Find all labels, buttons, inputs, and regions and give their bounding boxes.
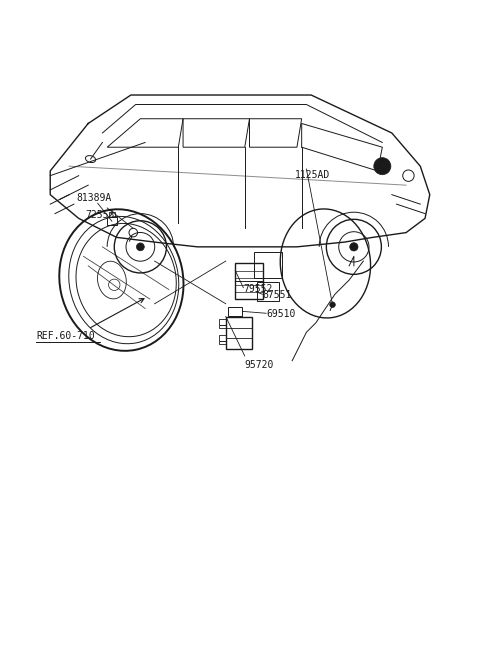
Circle shape bbox=[374, 158, 391, 175]
Text: 72553: 72553 bbox=[86, 210, 115, 220]
Circle shape bbox=[136, 243, 144, 251]
Text: REF.60-710: REF.60-710 bbox=[36, 331, 95, 341]
Circle shape bbox=[350, 243, 358, 251]
Text: 87551: 87551 bbox=[262, 290, 292, 300]
Text: 69510: 69510 bbox=[266, 309, 296, 319]
Text: 1125AD: 1125AD bbox=[295, 170, 330, 180]
Text: 95720: 95720 bbox=[245, 360, 274, 370]
Circle shape bbox=[330, 302, 336, 308]
Text: 81389A: 81389A bbox=[76, 193, 111, 203]
Text: 79552: 79552 bbox=[243, 284, 273, 293]
